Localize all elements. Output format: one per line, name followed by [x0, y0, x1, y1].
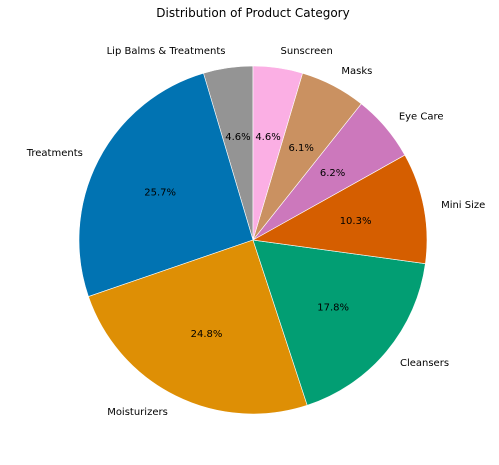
slice-label-cleansers: Cleansers [400, 358, 449, 369]
slice-percent-cleansers: 17.8% [317, 302, 349, 313]
slice-label-moisturizers: Moisturizers [107, 407, 168, 418]
pie-slice-sunscreen [252, 65, 303, 241]
slice-label-sunscreen: Sunscreen [281, 46, 333, 57]
slice-label-masks: Masks [341, 66, 372, 77]
slice-label-eye-care: Eye Care [399, 112, 444, 123]
slice-percent-eye-care: 6.2% [320, 168, 345, 179]
slice-percent-lip-balms-and-treatments: 4.6% [225, 132, 250, 143]
slice-label-lip-balms-and-treatments: Lip Balms & Treatments [107, 46, 226, 57]
slice-label-treatments: Treatments [26, 148, 83, 159]
pie-slice-moisturizers [88, 239, 308, 415]
pie-slice-treatments [78, 72, 254, 297]
slice-percent-treatments: 25.7% [144, 188, 176, 199]
slice-percent-sunscreen: 4.6% [255, 132, 280, 143]
slice-percent-masks: 6.1% [289, 143, 314, 154]
slice-label-mini-size: Mini Size [441, 200, 485, 211]
slice-percent-moisturizers: 24.8% [191, 329, 223, 340]
pie-labels: Lip Balms & Treatments 4.6% Treatments 25.7… [26, 46, 486, 418]
pie-slice-mini-size [252, 154, 428, 265]
slice-percent-mini-size: 10.3% [340, 216, 372, 227]
pie-slices [78, 65, 428, 415]
chart-title: Distribution of Product Category [156, 6, 349, 20]
pie-slice-cleansers [252, 239, 426, 406]
